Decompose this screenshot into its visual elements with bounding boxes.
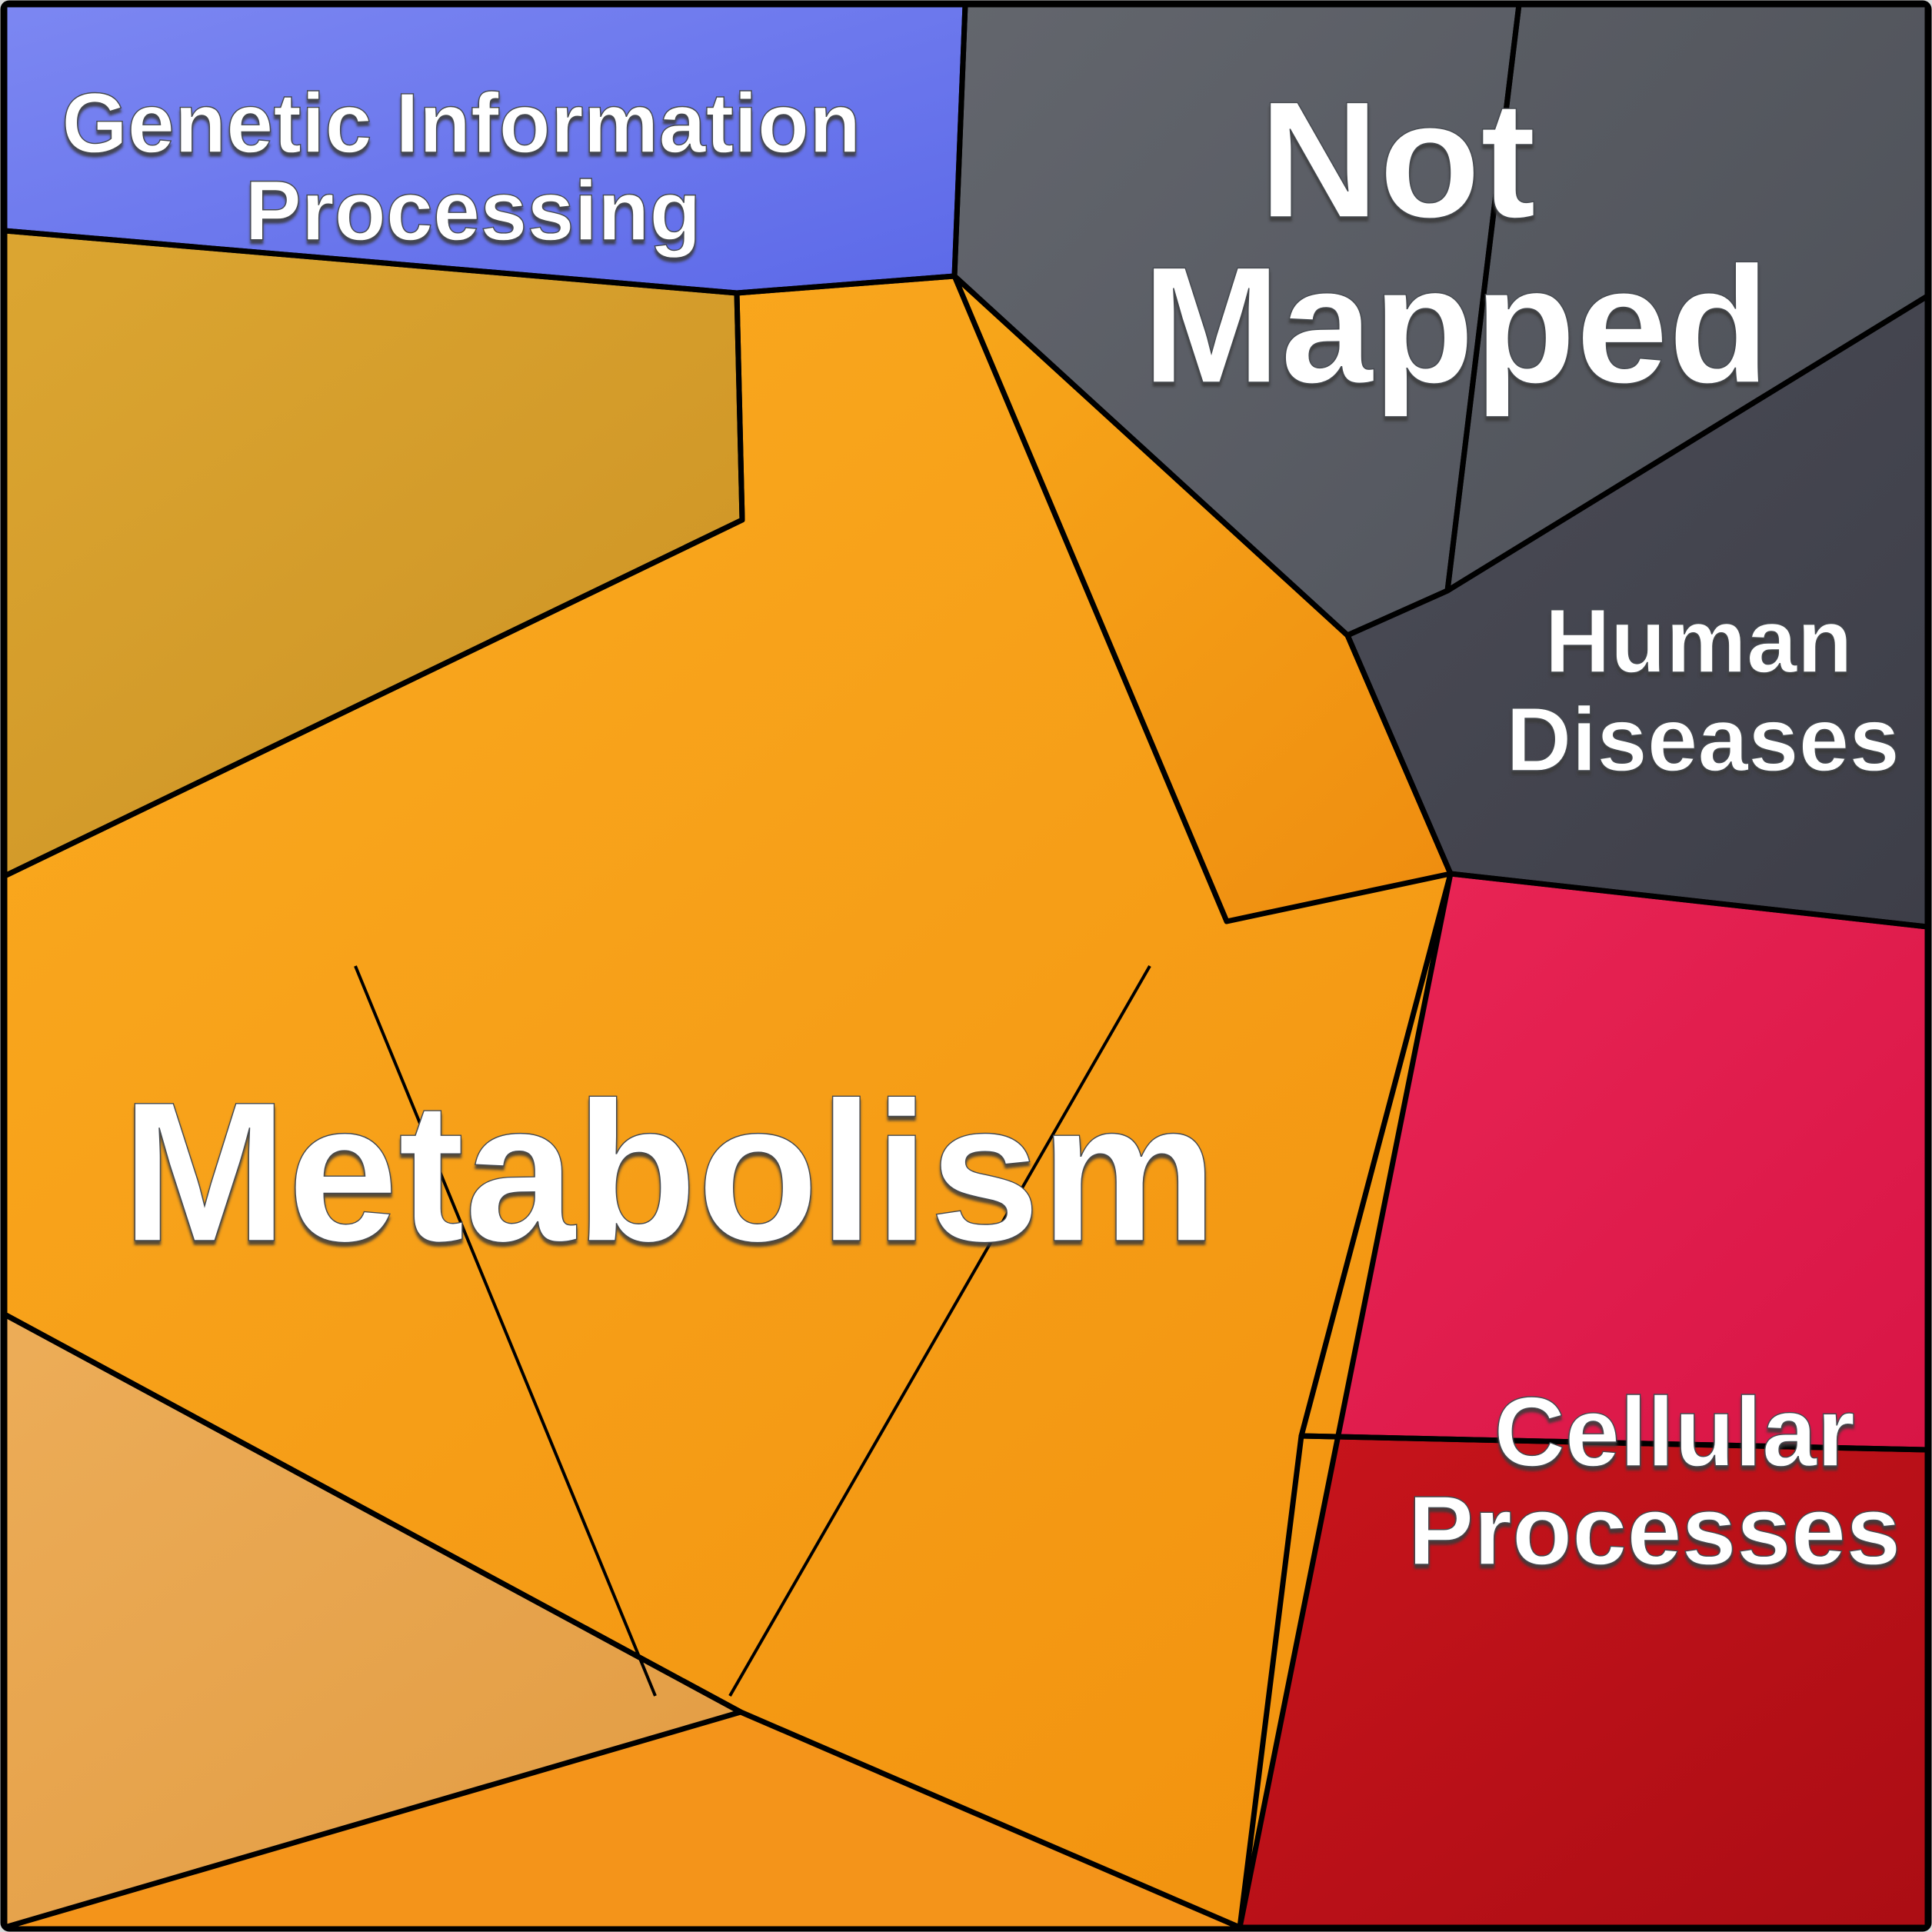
svg-text:Metabolism: Metabolism [122, 1061, 1217, 1283]
svg-text:Human Diseases: Human Diseases [1506, 591, 1900, 791]
